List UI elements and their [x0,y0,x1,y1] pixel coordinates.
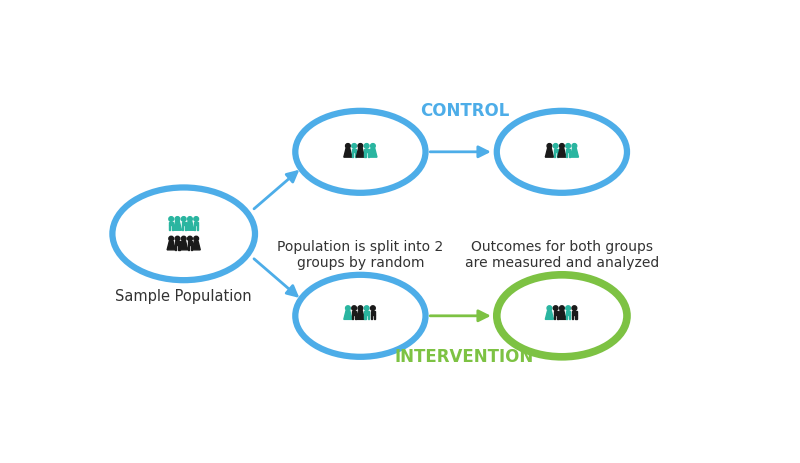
Polygon shape [557,314,558,319]
Ellipse shape [187,236,192,241]
Polygon shape [546,311,554,319]
Polygon shape [370,314,372,319]
Polygon shape [368,314,369,319]
Polygon shape [566,152,567,157]
Polygon shape [352,314,353,319]
Ellipse shape [346,144,350,148]
Bar [169,222,174,225]
Ellipse shape [352,144,357,148]
Ellipse shape [358,306,362,311]
Text: INTERVENTION: INTERVENTION [395,348,534,366]
Polygon shape [186,222,194,230]
Bar [182,222,186,225]
Bar [370,311,375,314]
Ellipse shape [572,144,577,148]
Polygon shape [344,311,352,319]
Ellipse shape [547,306,552,311]
Polygon shape [174,222,182,230]
Ellipse shape [194,236,198,241]
Ellipse shape [352,306,357,311]
Polygon shape [185,225,186,230]
Bar [572,311,577,314]
Polygon shape [356,311,365,319]
Ellipse shape [169,236,174,241]
Ellipse shape [346,306,350,311]
Bar [188,241,192,245]
Text: Sample Population: Sample Population [115,289,252,304]
Polygon shape [557,152,558,157]
Ellipse shape [554,306,558,311]
Bar [175,241,180,245]
Bar [352,311,356,314]
Ellipse shape [175,236,180,241]
Polygon shape [169,225,170,230]
Ellipse shape [370,144,375,148]
Text: Outcomes for both groups
are measured and analyzed: Outcomes for both groups are measured an… [465,240,659,270]
Ellipse shape [364,306,369,311]
Polygon shape [188,245,189,250]
Polygon shape [356,149,365,157]
Ellipse shape [559,144,564,148]
Ellipse shape [194,217,198,221]
Polygon shape [570,149,578,157]
Polygon shape [374,314,375,319]
Polygon shape [192,241,200,250]
Ellipse shape [566,306,570,311]
Polygon shape [355,314,356,319]
Polygon shape [558,149,566,157]
Polygon shape [167,241,175,250]
Ellipse shape [187,217,192,221]
Polygon shape [569,152,570,157]
Ellipse shape [182,217,186,221]
Ellipse shape [572,306,577,311]
Polygon shape [194,225,195,230]
Polygon shape [572,314,574,319]
Bar [566,149,570,152]
Bar [365,311,369,314]
Polygon shape [369,149,377,157]
Ellipse shape [566,144,570,148]
Bar [566,311,570,314]
Polygon shape [191,245,192,250]
Ellipse shape [169,217,174,221]
Polygon shape [566,314,567,319]
Polygon shape [546,149,554,157]
Ellipse shape [559,306,564,311]
Polygon shape [558,311,566,319]
Polygon shape [365,314,366,319]
Bar [194,222,198,225]
Bar [365,149,369,152]
Polygon shape [368,152,369,157]
Polygon shape [175,245,177,250]
Polygon shape [352,152,353,157]
Text: Population is split into 2
groups by random: Population is split into 2 groups by ran… [278,240,443,270]
Ellipse shape [364,144,369,148]
Text: CONTROL: CONTROL [420,102,510,120]
Bar [554,311,558,314]
Ellipse shape [554,144,558,148]
Ellipse shape [182,236,186,241]
Ellipse shape [547,144,552,148]
Ellipse shape [370,306,375,311]
Polygon shape [344,149,352,157]
Polygon shape [178,245,180,250]
Polygon shape [569,314,570,319]
Polygon shape [575,314,577,319]
Bar [554,149,558,152]
Polygon shape [355,152,356,157]
Polygon shape [365,152,366,157]
Ellipse shape [358,144,362,148]
Polygon shape [197,225,198,230]
Bar [352,149,356,152]
Polygon shape [172,225,174,230]
Polygon shape [180,241,188,250]
Ellipse shape [175,217,180,221]
